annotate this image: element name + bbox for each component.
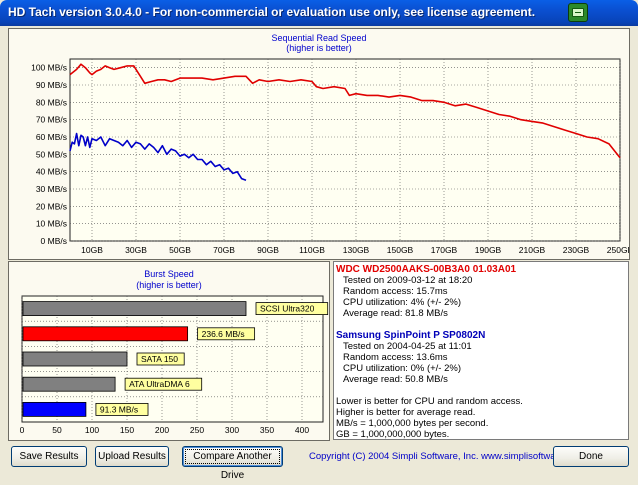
burst-chart-x-tick-label: 300 — [225, 425, 239, 435]
copyright-text: Copyright (C) 2004 Simpli Software, Inc.… — [309, 451, 585, 462]
drive1-name: WDC WD2500AAKS-00B3A0 01.03A01 — [336, 264, 517, 275]
read-chart-y-tick-label: 100 MB/s — [31, 63, 67, 73]
note-mbs-definition: MB/s = 1,000,000 bytes per second. — [336, 418, 489, 429]
read-chart-series-line-1 — [69, 63, 621, 159]
results-info-panel: WDC WD2500AAKS-00B3A0 01.03A01 Tested on… — [333, 261, 629, 440]
read-chart-subtitle: (higher is better) — [286, 43, 352, 53]
read-chart-y-tick-label: 80 MB/s — [36, 97, 67, 107]
burst-bar-label-box — [255, 302, 329, 315]
burst-bar — [22, 351, 128, 367]
burst-bar-label: SCSI Ultra320 — [260, 304, 315, 314]
burst-chart-subtitle: (higher is better) — [136, 280, 202, 290]
drive2-average-read: Average read: 50.8 MB/s — [343, 374, 448, 385]
burst-chart-x-tick-label: 0 — [20, 425, 25, 435]
read-chart-y-tick-label: 50 MB/s — [36, 149, 67, 159]
read-chart-x-tick-label: 150GB — [387, 245, 414, 255]
burst-chart-title: Burst Speed — [144, 269, 194, 279]
burst-bar — [22, 326, 189, 342]
read-chart-x-tick-label: 70GB — [213, 245, 235, 255]
burst-bar-label: 236.6 MB/s — [202, 329, 245, 339]
read-chart-x-tick-label: 210GB — [519, 245, 546, 255]
read-chart-series — [69, 63, 621, 182]
read-chart-y-tick-label: 20 MB/s — [36, 201, 67, 211]
read-chart-y-tick-label: 60 MB/s — [36, 132, 67, 142]
done-button[interactable]: Done — [553, 446, 629, 467]
read-chart-grid — [70, 59, 621, 242]
read-chart-y-tick-label: 0 MB/s — [41, 236, 67, 246]
drive2-name: Samsung SpinPoint P SP0802N — [336, 330, 486, 341]
read-chart-x-tick-label: 130GB — [343, 245, 370, 255]
burst-chart-x-ticks: 0 50 100 150 200 250 300 350 400 — [20, 425, 310, 435]
read-chart-x-ticks: 10GB 30GB 50GB 70GB 90GB 110GB 130GB 150GB 170GB… — [81, 245, 629, 255]
drive1-average-read: Average read: 81.8 MB/s — [343, 308, 448, 319]
burst-chart-x-tick-label: 350 — [260, 425, 274, 435]
read-chart-panel: 0 MB/s 10 MB/s 20 MB/s 30 MB/s 40 MB/s 50 MB/… — [8, 28, 630, 260]
burst-bar — [22, 376, 116, 392]
read-chart-series-line-2 — [69, 132, 247, 182]
save-results-button[interactable]: Save Results — [11, 446, 87, 467]
burst-chart-grid — [21, 296, 323, 422]
read-chart-x-tick-label: 90GB — [257, 245, 279, 255]
read-chart-x-tick-label: 230GB — [563, 245, 590, 255]
read-chart-title: Sequential Read Speed — [271, 33, 366, 43]
burst-bar-label: ATA UltraDMA 6 — [129, 379, 190, 389]
drive1-tested: Tested on 2009-03-12 at 18:20 — [343, 275, 473, 286]
read-chart-x-tick-label: 170GB — [431, 245, 458, 255]
read-chart-plot-area — [69, 58, 621, 242]
burst-bar-label: 91.3 MB/s — [100, 404, 138, 414]
drive1-random-access: Random access: 15.7ms — [343, 286, 448, 297]
burst-chart-x-tick-label: 50 — [52, 425, 62, 435]
note-gb-definition: GB = 1,000,000,000 bytes. — [336, 429, 450, 440]
read-chart-x-tick-label: 30GB — [125, 245, 147, 255]
burst-chart-x-tick-label: 100 — [85, 425, 99, 435]
note-higher-better: Higher is better for average read. — [336, 407, 476, 418]
burst-bar-label: SATA 150 — [141, 354, 178, 364]
read-chart-x-tick-label: 10GB — [81, 245, 103, 255]
upload-results-button[interactable]: Upload Results — [95, 446, 169, 467]
window-title: HD Tach version 3.0.4.0 - For non-commer… — [8, 5, 536, 19]
burst-bar-label-box — [95, 402, 149, 416]
compare-another-drive-button[interactable]: Compare Another Drive — [182, 446, 283, 481]
burst-chart: 0 50 100 150 200 250 300 350 400 SCSI Ultra320 23… — [20, 269, 329, 435]
read-chart-y-tick-label: 40 MB/s — [36, 167, 67, 177]
drive2-cpu-utilization: CPU utilization: 0% (+/- 2%) — [343, 363, 461, 374]
read-chart-y-tick-label: 30 MB/s — [36, 184, 67, 194]
drive2-random-access: Random access: 13.6ms — [343, 352, 448, 363]
read-chart-y-tick-label: 10 MB/s — [36, 219, 67, 229]
read-chart-x-tick-label: 190GB — [475, 245, 502, 255]
read-chart-y-ticks: 0 MB/s 10 MB/s 20 MB/s 30 MB/s 40 MB/s 50 MB/… — [31, 63, 67, 246]
hd-tach-app-icon[interactable] — [568, 3, 588, 22]
burst-bar-label-box — [136, 352, 185, 366]
drive1-cpu-utilization: CPU utilization: 4% (+/- 2%) — [343, 297, 461, 308]
read-chart: 0 MB/s 10 MB/s 20 MB/s 30 MB/s 40 MB/s 50 MB/… — [31, 33, 629, 255]
read-chart-x-tick-label: 110GB — [299, 245, 325, 255]
read-chart-x-tick-label: 50GB — [169, 245, 191, 255]
burst-chart-panel: 0 50 100 150 200 250 300 350 400 SCSI Ultra320 23… — [8, 261, 330, 441]
burst-chart-x-tick-label: 200 — [155, 425, 169, 435]
burst-chart-x-tick-label: 250 — [190, 425, 204, 435]
drive2-tested: Tested on 2004-04-25 at 11:01 — [343, 341, 472, 352]
burst-chart-x-tick-label: 150 — [120, 425, 134, 435]
burst-bar-label-box — [197, 327, 256, 341]
read-chart-y-tick-label: 70 MB/s — [36, 115, 67, 125]
title-bar: HD Tach version 3.0.4.0 - For non-commer… — [0, 0, 638, 26]
burst-chart-x-tick-label: 400 — [295, 425, 309, 435]
burst-bar — [22, 401, 87, 417]
burst-bar — [22, 301, 247, 316]
read-chart-y-tick-label: 90 MB/s — [36, 80, 67, 90]
read-chart-x-tick-label: 250GB — [607, 245, 629, 255]
note-lower-better: Lower is better for CPU and random acces… — [336, 396, 523, 407]
burst-chart-bars: SCSI Ultra320 236.6 MB/s SATA 150 ATA Ultra… — [22, 301, 329, 417]
burst-bar-label-box — [124, 377, 203, 391]
